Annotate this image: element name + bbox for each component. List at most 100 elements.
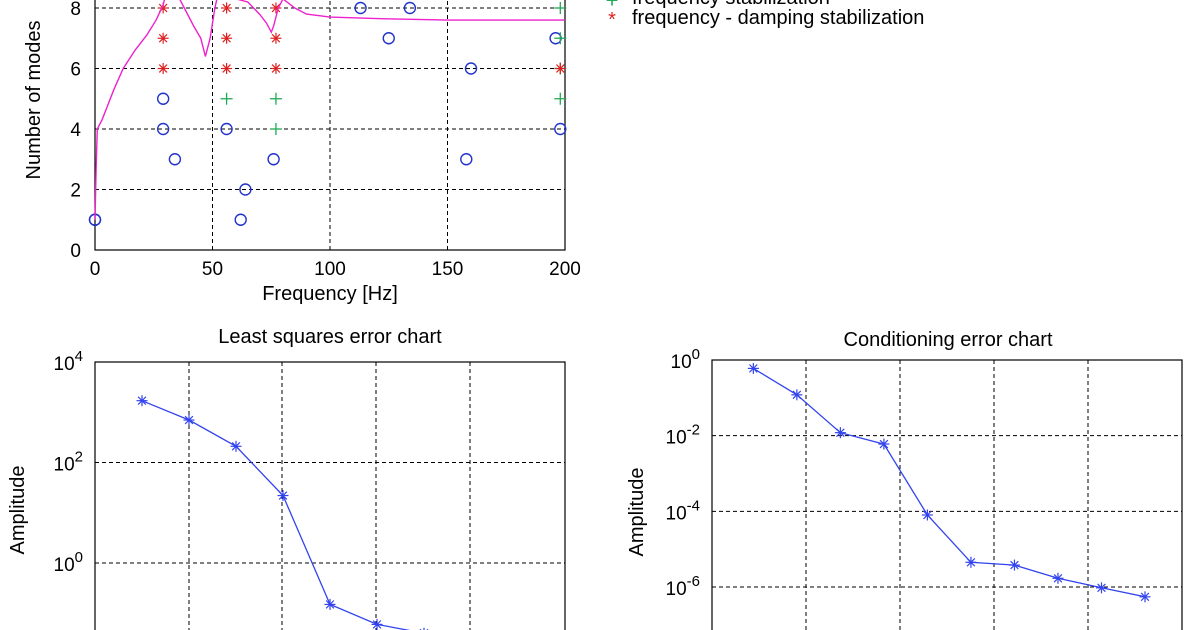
c1-tick-labels: 0 50 100 150 200 0 2 4 6 8 (70, 0, 580, 280)
star-stroke (271, 33, 281, 43)
star-stroke (749, 364, 758, 373)
c3-tick-labels: 100 10-2 10-4 10-6 (666, 346, 700, 600)
c3-marks (747, 362, 1151, 603)
stabilization-chart: 0 50 100 150 200 0 2 4 6 8 Frequency [Hz] Number … (23, 0, 581, 305)
c1-circle-point (354, 1, 367, 15)
c1-circle-point (168, 153, 182, 166)
c1-xtick-label: 0 (90, 259, 101, 280)
c1-plus-point (269, 123, 282, 135)
star-stroke (555, 64, 565, 73)
c3-series-line (752, 367, 1146, 598)
star-stroke (184, 415, 194, 425)
star-stroke (137, 396, 147, 405)
c3-star-point (1008, 559, 1020, 571)
c1-star-point (554, 63, 566, 74)
c1-circle-point (464, 62, 478, 75)
c1-ylabel: Number of modes (23, 21, 45, 180)
c1-xtick-label: 100 (314, 259, 346, 280)
star-stroke (158, 33, 168, 43)
star-stroke (836, 428, 845, 437)
c1-star-point (157, 63, 169, 74)
c3-star-point (791, 389, 803, 401)
c2-star-point (230, 440, 242, 452)
c1-plus-point (269, 92, 282, 105)
star-stroke (372, 620, 382, 629)
star-stroke (222, 64, 231, 73)
c1-xlabel: Frequency [Hz] (262, 283, 398, 305)
star-stroke (966, 557, 976, 567)
c1-star-point (270, 63, 282, 74)
c2-title: Least squares error chart (218, 326, 442, 348)
c1-plus-point (554, 2, 567, 14)
c1-star-point (221, 63, 233, 74)
c2-tick-labels: 104 102 100 (54, 348, 83, 576)
c1-star-point (270, 2, 282, 14)
star-stroke (325, 600, 335, 609)
star-stroke (222, 33, 231, 43)
star-stroke (231, 441, 241, 451)
c3-ytick-label: 100 (671, 346, 700, 373)
c1-star-point (221, 32, 233, 44)
c1-circle-point (267, 153, 280, 166)
c1-ytick-label: 6 (70, 60, 81, 81)
c1-circle-point (156, 92, 170, 105)
c2-star-point (371, 618, 383, 630)
c3-star-point (921, 509, 933, 521)
star-stroke (1140, 592, 1150, 602)
c3-plot-frame (711, 359, 1183, 630)
c2-ylabel: Amplitude (7, 466, 29, 555)
c1-circle-point (460, 153, 473, 166)
c3-star-point (965, 556, 977, 568)
legend-label-frequency-stabilization: frequency stabilization (632, 0, 830, 9)
c2-star-point (183, 414, 195, 426)
c3-star-point (1095, 582, 1107, 594)
c1-star-point (221, 2, 233, 14)
legend-label-frequency-damping: frequency - damping stabilization (632, 7, 924, 29)
star-stroke (1097, 583, 1106, 593)
c1-marks (88, 0, 567, 226)
c3-star-point (1139, 591, 1151, 603)
c3-star-point (747, 362, 759, 374)
c2-grid (95, 362, 565, 630)
c1-ytick-label: 2 (70, 181, 81, 202)
c3-star-point (1052, 572, 1064, 584)
c1-plus-point (220, 92, 233, 105)
c1-grid (95, 0, 565, 250)
c1-circle-point (382, 32, 395, 45)
c1-xtick-label: 150 (432, 259, 464, 280)
legend-item-frequency-damping: * frequency - damping stabilization (608, 7, 924, 31)
star-stroke (222, 3, 231, 13)
c1-plus-point (554, 32, 567, 45)
star-stroke (271, 3, 281, 13)
star-stroke (158, 64, 168, 73)
c3-ytick-label: 10-6 (666, 573, 700, 600)
c2-plot-frame (94, 361, 566, 630)
c2-marks (136, 395, 429, 630)
star-stroke (271, 64, 281, 73)
c1-plot-frame (94, 0, 566, 251)
c2-ytick-label: 102 (54, 449, 83, 476)
c1-ytick-label: 4 (70, 120, 81, 141)
c1-spectrum-line (94, 0, 565, 220)
c1-circle-point (234, 213, 247, 226)
c2-star-point (136, 395, 148, 407)
legend-star-marker-icon: * (608, 9, 616, 31)
least-squares-chart: Least squares error chart 104 102 100 Ampl… (7, 326, 566, 630)
star-stroke (278, 491, 288, 500)
legend: + frequency stabilization * frequency - … (606, 0, 925, 31)
c1-plus-point (554, 92, 567, 105)
legend-item-frequency-stabilization: + frequency stabilization (606, 0, 830, 13)
star-stroke (879, 439, 889, 449)
c3-ytick-label: 10-2 (666, 422, 700, 449)
c1-circle-point (156, 122, 170, 136)
c1-circle-point (554, 122, 567, 136)
c3-ylabel: Amplitude (626, 468, 648, 557)
c3-star-point (878, 438, 890, 450)
star-stroke (923, 510, 932, 520)
c2-ytick-label: 104 (54, 348, 83, 375)
c1-xtick-label: 50 (202, 259, 223, 280)
c1-circle-point (239, 183, 252, 196)
c3-star-point (834, 427, 846, 439)
c1-ytick-label: 8 (70, 0, 81, 20)
